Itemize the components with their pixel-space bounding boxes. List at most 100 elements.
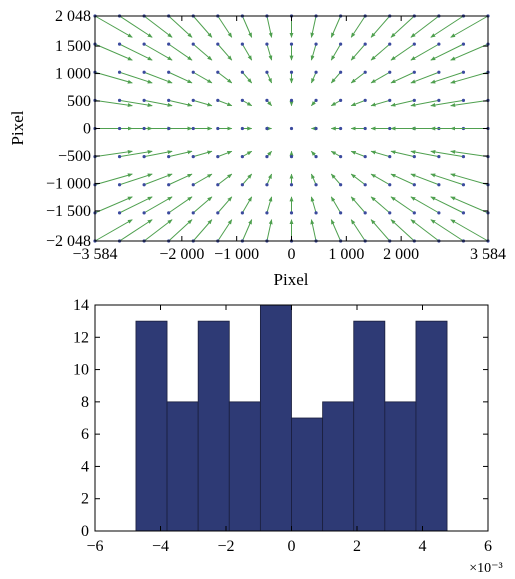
- grid-point: [388, 126, 392, 131]
- x-tick-label: 6: [484, 538, 492, 555]
- y-tick-label: 8: [81, 394, 89, 411]
- vector-arrow: [241, 196, 253, 214]
- x-tick-label: −2: [217, 538, 234, 555]
- vector-arrow: [310, 43, 317, 61]
- vector-arrow: [168, 15, 193, 38]
- x-tick-label: −6: [86, 538, 103, 555]
- grid-point: [240, 126, 244, 131]
- vector-arrow: [217, 219, 233, 242]
- vector-arrow: [143, 71, 173, 84]
- quiver-xlabel: Pixel: [274, 270, 309, 289]
- vector-arrow: [168, 150, 193, 158]
- grid-point: [216, 211, 220, 215]
- grid-point: [265, 70, 269, 74]
- grid-point: [289, 42, 294, 46]
- grid-point: [142, 70, 146, 74]
- vector-arrow: [330, 15, 342, 38]
- vector-arrow: [370, 71, 390, 84]
- vector-arrow: [390, 99, 415, 107]
- vector-arrow: [450, 149, 489, 158]
- vector-arrow: [192, 196, 213, 214]
- vector-arrow: [350, 196, 366, 214]
- grid-point: [117, 155, 122, 159]
- grid-point: [314, 98, 318, 102]
- vector-arrow: [266, 15, 273, 38]
- quiver-plot: −3 584 −2 000 −1 000 0 1 000 2 000 3 584 2 048 1…: [46, 8, 506, 263]
- grid-point: [388, 183, 392, 187]
- grid-point: [216, 126, 220, 131]
- grid-point: [314, 126, 318, 131]
- vector-arrow: [168, 219, 193, 242]
- grid-point: [388, 70, 392, 74]
- vector-arrow: [450, 43, 489, 61]
- grid-point: [240, 70, 244, 74]
- vector-arrow: [168, 71, 193, 84]
- y-tick-label: 2: [81, 491, 89, 508]
- grid-point: [265, 98, 269, 102]
- vector-arrow: [370, 219, 391, 242]
- grid-point: [265, 183, 269, 187]
- grid-point: [191, 183, 195, 187]
- x-tick-label: 2 000: [383, 246, 419, 263]
- grid-point: [167, 183, 171, 187]
- y-tick-label: 14: [73, 297, 89, 314]
- grid-point: [437, 155, 441, 159]
- grid-point: [388, 98, 392, 102]
- vector-arrow: [266, 173, 273, 185]
- y-tick-label: 1 000: [55, 66, 91, 83]
- vector-arrow: [217, 196, 233, 214]
- y-tick-label: −1 500: [46, 203, 91, 220]
- vector-arrow: [144, 150, 173, 158]
- vector-arrow: [94, 15, 133, 38]
- grid-point: [142, 126, 146, 131]
- grid-point: [437, 42, 441, 46]
- vector-arrow: [370, 196, 391, 214]
- vector-arrow: [217, 43, 233, 61]
- grid-point: [117, 70, 122, 74]
- grid-point: [191, 211, 195, 215]
- vector-arrow: [410, 43, 440, 61]
- vector-arrow: [168, 99, 193, 107]
- grid-point: [461, 211, 466, 215]
- grid-point: [142, 98, 146, 102]
- vector-arrow: [94, 99, 133, 108]
- vector-arrow: [143, 173, 173, 186]
- vector-arrow: [350, 99, 366, 107]
- vector-arrow: [241, 173, 253, 186]
- grid-point: [388, 211, 392, 215]
- vector-arrow: [119, 150, 153, 158]
- x-tick-label: 4: [419, 538, 427, 555]
- histogram-bar: [353, 320, 386, 532]
- x-tick-label: −4: [152, 538, 169, 555]
- grid-point: [191, 42, 195, 46]
- vector-arrow: [119, 99, 153, 107]
- grid-point: [339, 98, 343, 102]
- grid-point: [412, 42, 416, 46]
- grid-point: [142, 183, 146, 187]
- vector-arrow: [168, 196, 193, 214]
- vector-arrow: [390, 15, 415, 38]
- vector-arrow: [330, 196, 342, 214]
- histogram-bar: [384, 401, 417, 532]
- grid-point: [412, 98, 416, 102]
- histogram-x-multiplier: ×10⁻³: [469, 561, 502, 576]
- vector-arrow: [217, 99, 233, 107]
- grid-point: [240, 98, 244, 102]
- histogram-bar: [228, 401, 261, 532]
- vector-arrow: [241, 15, 253, 38]
- y-tick-label: −500: [58, 148, 91, 165]
- vector-arrow: [390, 150, 415, 158]
- grid-point: [363, 42, 367, 46]
- x-tick-label: 0: [288, 246, 296, 263]
- grid-point: [117, 183, 122, 187]
- vector-arrow: [410, 219, 440, 242]
- grid-point: [167, 126, 171, 131]
- grid-point: [314, 70, 318, 74]
- grid-point: [265, 211, 269, 215]
- grid-point: [167, 98, 171, 102]
- vector-arrow: [330, 71, 342, 84]
- vector-arrow: [430, 219, 464, 242]
- vector-arrow: [430, 43, 464, 61]
- grid-point: [289, 98, 294, 102]
